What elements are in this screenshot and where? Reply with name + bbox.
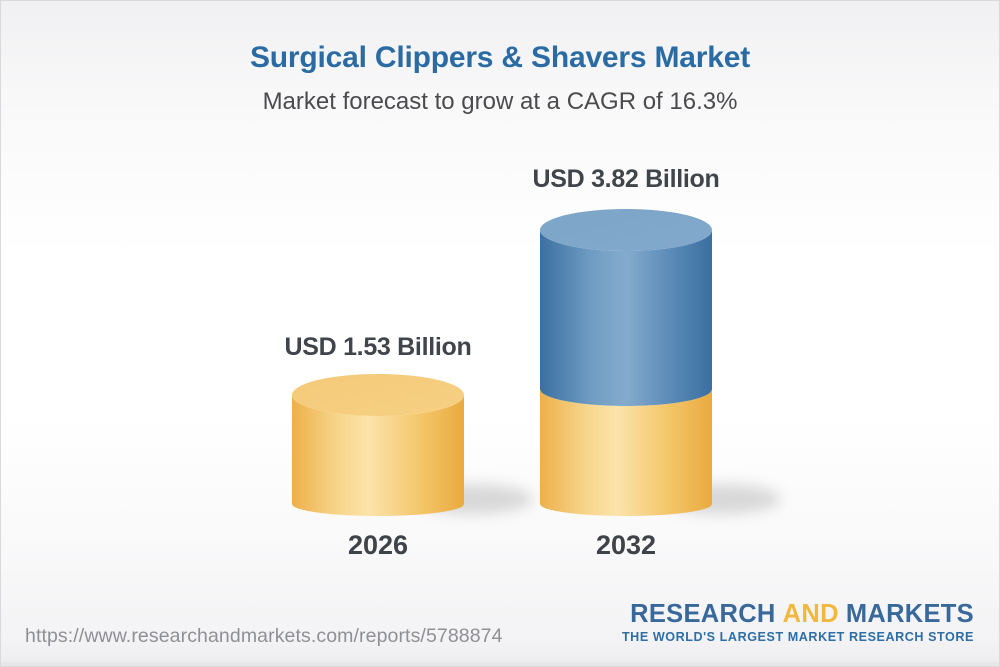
logo-tagline: THE WORLD'S LARGEST MARKET RESEARCH STOR…: [621, 630, 974, 644]
bar-2032-blue-segment: [540, 230, 712, 406]
value-label-2026: USD 1.53 Billion: [284, 333, 472, 361]
bottom-edge-strip: [1, 662, 999, 666]
page-subtitle: Market forecast to grow at a CAGR of 16.…: [262, 88, 738, 115]
report-url[interactable]: https://www.researchandmarkets.com/repor…: [25, 625, 503, 647]
logo-word-research: RESEARCH: [630, 600, 776, 628]
logo-wordmark: RESEARCH AND MARKETS: [622, 601, 974, 627]
bar-2032-yellow-segment: [540, 389, 712, 516]
value-label-2032: USD 3.82 Billion: [532, 165, 720, 193]
category-label-2026: 2026: [347, 530, 409, 560]
logo-word-markets: MARKETS: [845, 600, 974, 628]
bar-2032-cylinder: [540, 209, 712, 516]
page-title: Surgical Clippers & Shavers Market: [249, 41, 751, 74]
category-label-2032: 2032: [595, 530, 657, 560]
logo-word-and: AND: [782, 600, 839, 628]
bar-2026-cylinder: [292, 374, 464, 516]
research-and-markets-logo: RESEARCH AND MARKETS THE WORLD'S LARGEST M…: [622, 601, 974, 644]
